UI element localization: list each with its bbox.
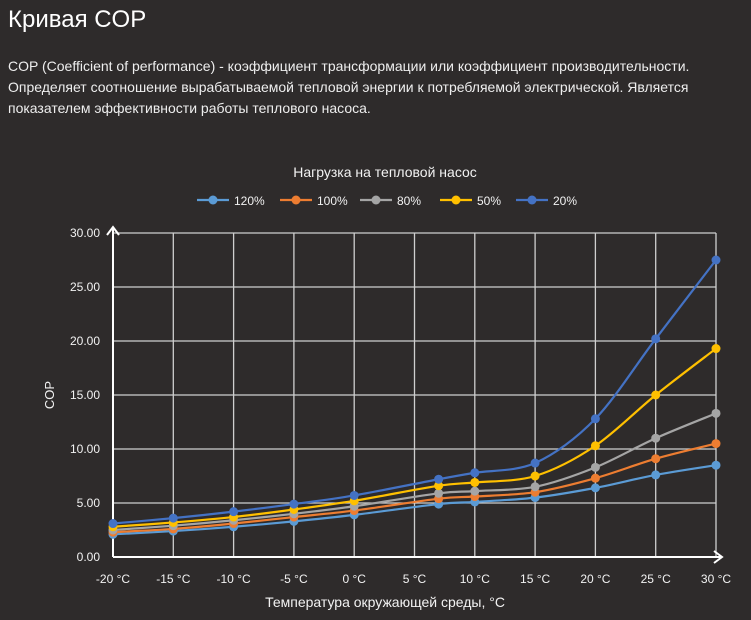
x-tick-label: 15 °C (520, 572, 550, 586)
y-tick-label: 15.00 (70, 388, 100, 402)
legend-marker (371, 195, 381, 205)
data-point (651, 454, 661, 464)
x-axis-arrow-icon (713, 550, 724, 564)
data-point (470, 468, 480, 478)
data-point (590, 441, 600, 451)
data-point (711, 344, 721, 354)
legend-item: 120% (197, 194, 265, 208)
data-point (470, 477, 480, 487)
x-tick-label: 30 °C (701, 572, 731, 586)
data-point (108, 519, 118, 529)
x-tick-label: -5 °C (280, 572, 308, 586)
legend-item: 100% (280, 194, 348, 208)
legend-item: 80% (360, 194, 421, 208)
data-point (651, 433, 661, 443)
x-tick-label: -15 °C (156, 572, 190, 586)
data-point (590, 483, 600, 493)
x-tick-label: 25 °C (641, 572, 671, 586)
data-point (434, 481, 444, 491)
data-point (590, 473, 600, 483)
x-tick-label: -10 °C (217, 572, 251, 586)
legend-label: 80% (397, 194, 421, 208)
y-tick-label: 30.00 (70, 226, 100, 240)
data-point (434, 474, 444, 484)
y-tick-label: 10.00 (70, 442, 100, 456)
description-line: COP (Coefficient of performance) - коэфф… (8, 58, 690, 74)
description: COP (Coefficient of performance) - коэфф… (8, 56, 738, 119)
legend-marker (527, 195, 537, 205)
data-point (651, 470, 661, 480)
data-point (434, 488, 444, 498)
x-tick-label: -20 °C (96, 572, 130, 586)
data-point (711, 460, 721, 470)
data-point (229, 507, 239, 517)
legend-marker (208, 195, 218, 205)
description-line: Определяет соотношение вырабатываемой те… (8, 79, 689, 95)
data-point (530, 482, 540, 492)
series-group (108, 255, 721, 539)
x-tick-label: 0 °C (342, 572, 366, 586)
legend-marker (451, 195, 461, 205)
legend-label: 20% (553, 194, 577, 208)
legend-label: 50% (477, 194, 501, 208)
data-point (530, 458, 540, 468)
legend-marker (291, 195, 301, 205)
x-axis-title: Температура окружающей среды, °C (265, 594, 505, 610)
data-point (590, 414, 600, 424)
x-tick-label: 5 °C (403, 572, 427, 586)
y-tick-label: 25.00 (70, 280, 100, 294)
x-tick-label: 20 °C (580, 572, 610, 586)
legend-label: 120% (234, 194, 265, 208)
page-title: Кривая COP (8, 6, 147, 33)
data-point (651, 390, 661, 400)
legend-item: 50% (440, 194, 501, 208)
data-point (651, 334, 661, 344)
data-point (289, 499, 299, 509)
data-point (349, 490, 359, 500)
data-point (711, 408, 721, 418)
series-20% (108, 255, 721, 529)
y-tick-label: 0.00 (77, 550, 101, 564)
y-axis-arrow-icon (106, 225, 120, 236)
y-tick-label: 20.00 (70, 334, 100, 348)
data-point (711, 439, 721, 449)
data-point (530, 471, 540, 481)
legend-item: 20% (516, 194, 577, 208)
data-point (711, 255, 721, 265)
chart-title: Нагрузка на тепловой насос (293, 164, 477, 180)
legend: 120% 100% 80% 50% 20% (197, 194, 577, 208)
y-axis-title: COP (42, 381, 57, 409)
y-tick-label: 5.00 (77, 496, 101, 510)
data-point (168, 513, 178, 523)
description-line: показателем эффективности работы теплово… (8, 100, 371, 116)
data-point (590, 462, 600, 472)
legend-label: 100% (317, 194, 348, 208)
data-point (470, 486, 480, 496)
series-line (112, 259, 717, 525)
x-tick-label: 10 °C (460, 572, 490, 586)
